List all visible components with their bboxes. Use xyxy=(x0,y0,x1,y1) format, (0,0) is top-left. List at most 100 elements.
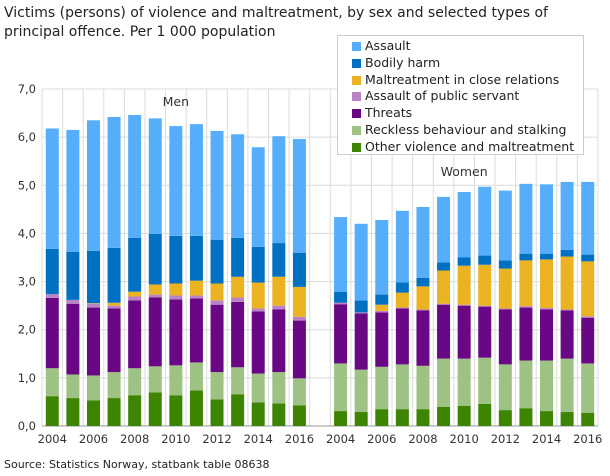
bar-segment xyxy=(189,295,203,299)
bar-segment xyxy=(272,305,286,310)
bar-segment xyxy=(478,403,492,426)
bar-segment xyxy=(128,300,142,369)
bar-segment xyxy=(272,136,286,244)
bar-segment xyxy=(540,253,554,260)
bar-segment xyxy=(581,413,595,426)
bar-segment xyxy=(107,247,121,303)
bar-segment xyxy=(45,248,59,295)
bar-segment xyxy=(416,277,430,287)
legend-item: Reckless behaviour and stalking xyxy=(352,121,566,138)
y-tick-label: 2,0 xyxy=(18,323,36,337)
bar-segment xyxy=(437,304,451,359)
x-tick-label: 2008 xyxy=(408,432,437,446)
legend-label: Reckless behaviour and stalking xyxy=(365,122,567,137)
bar-segment xyxy=(540,360,554,412)
bar-segment xyxy=(169,283,183,296)
bar-segment xyxy=(519,306,533,308)
bar-segment xyxy=(375,409,389,426)
bar-segment xyxy=(498,410,512,426)
bar-segment xyxy=(251,282,265,309)
legend-label: Maltreatment in close relations xyxy=(365,71,560,87)
bar-segment xyxy=(395,210,409,283)
bar-segment xyxy=(560,412,574,426)
legend-swatch xyxy=(352,142,361,152)
group-label: Men xyxy=(163,94,189,109)
bar-segment xyxy=(375,366,389,410)
bar-segment xyxy=(107,398,121,426)
x-tick-label: 2006 xyxy=(79,432,108,446)
bar-segment xyxy=(66,299,80,304)
bar-segment xyxy=(292,378,306,406)
bar-segment xyxy=(210,130,224,240)
bar-segment xyxy=(210,304,224,373)
bar-segment xyxy=(478,357,492,404)
legend-item: Assault xyxy=(352,37,411,54)
bar-segment xyxy=(45,297,59,369)
bar-segment xyxy=(86,307,100,376)
bar-segment xyxy=(437,196,451,263)
bar-segment xyxy=(169,295,183,300)
bar-segment xyxy=(148,294,162,298)
bar-segment xyxy=(519,260,533,307)
bar-segment xyxy=(128,395,142,426)
bar-segment xyxy=(45,294,59,298)
legend-item: Threats xyxy=(352,104,412,121)
legend-swatch xyxy=(352,75,361,85)
y-tick-label: 3,0 xyxy=(18,275,36,289)
bar-segment xyxy=(169,395,183,426)
bar-segment xyxy=(210,300,224,305)
bar-segment xyxy=(86,400,100,426)
legend-swatch xyxy=(352,109,361,119)
bar-segment xyxy=(437,406,451,426)
bar-segment xyxy=(251,147,265,247)
bar-segment xyxy=(189,124,203,236)
bar-segment xyxy=(457,257,471,266)
bar-segment xyxy=(86,375,100,401)
bar-segment xyxy=(272,309,286,373)
group-label: Women xyxy=(441,164,488,179)
bar-segment xyxy=(292,286,306,317)
bar-segment xyxy=(128,368,142,396)
bar-segment xyxy=(437,262,451,271)
x-tick-label: 2010 xyxy=(450,432,479,446)
legend-item: Bodily harm xyxy=(352,54,440,71)
bar-segment xyxy=(231,297,245,302)
bar-segment xyxy=(560,181,574,250)
legend-swatch xyxy=(352,58,361,68)
x-tick-label: 2008 xyxy=(120,432,149,446)
bar-segment xyxy=(169,299,183,366)
bar-segment xyxy=(66,129,80,252)
bar-segment xyxy=(292,320,306,379)
bar-segment xyxy=(272,372,286,404)
bar-segment xyxy=(231,276,245,298)
bar-segment xyxy=(148,392,162,426)
bar-segment xyxy=(86,120,100,251)
bar-segment xyxy=(581,261,595,317)
chart-title: Victims (persons) of violence and maltre… xyxy=(4,5,548,40)
bar-segment xyxy=(581,181,595,255)
bar-segment xyxy=(251,246,265,283)
x-tick-label: 2012 xyxy=(491,432,520,446)
bar-segment xyxy=(395,307,409,309)
bar-segment xyxy=(478,306,492,358)
bar-segment xyxy=(581,316,595,318)
bar-segment xyxy=(354,223,368,301)
bar-segment xyxy=(457,405,471,426)
legend-item: Other violence and maltreatment xyxy=(352,138,574,155)
bar-segment xyxy=(45,368,59,397)
bar-segment xyxy=(334,363,348,412)
y-tick-label: 1,0 xyxy=(18,371,36,385)
bar-segment xyxy=(45,128,59,249)
bar-segment xyxy=(66,251,80,300)
x-tick-label: 2012 xyxy=(202,432,231,446)
bar-segment xyxy=(334,302,348,305)
bar-segment xyxy=(251,402,265,426)
bar-segment xyxy=(292,252,306,287)
bar-segment xyxy=(581,363,595,414)
legend-label: Other violence and maltreatment xyxy=(365,138,575,154)
bar-segment xyxy=(581,254,595,262)
bar-segment xyxy=(189,235,203,281)
bar-segment xyxy=(354,369,368,413)
bar-segment xyxy=(66,303,80,375)
